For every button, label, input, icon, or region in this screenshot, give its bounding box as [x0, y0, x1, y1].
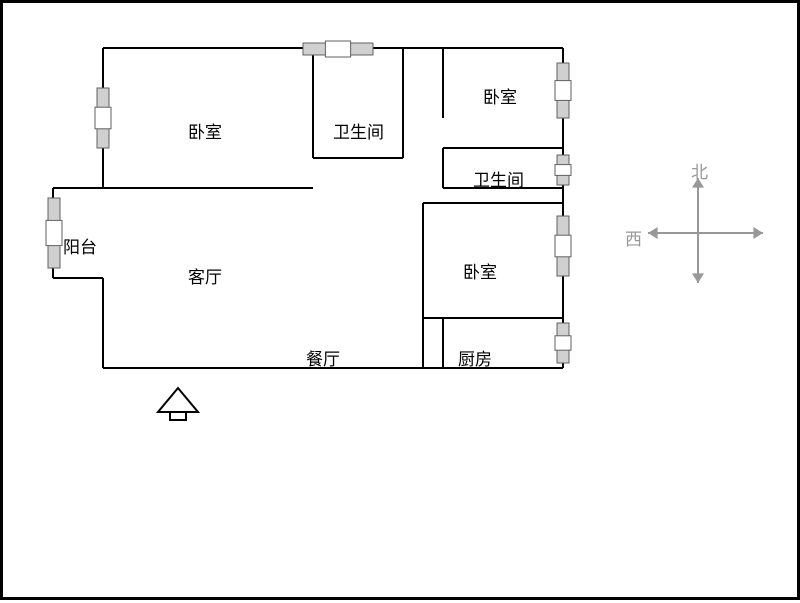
label-compass-north: 北 — [691, 158, 708, 183]
label-kitchen: 厨房 — [458, 345, 492, 370]
floorplan-canvas: 卧室 卫生间 卧室 卫生间 阳台 客厅 卧室 餐厅 厨房 北 西 — [0, 0, 800, 600]
label-dining: 餐厅 — [306, 345, 340, 370]
label-bedroom-right: 卧室 — [463, 258, 497, 283]
label-bedroom-top-right: 卧室 — [483, 83, 517, 108]
floorplan-svg — [3, 3, 800, 603]
label-bathroom-mid: 卫生间 — [473, 166, 524, 191]
label-living-room: 客厅 — [188, 263, 222, 288]
label-bathroom-top: 卫生间 — [333, 118, 384, 143]
label-balcony: 阳台 — [63, 233, 97, 258]
label-bedroom-top-left: 卧室 — [188, 118, 222, 143]
label-compass-west: 西 — [625, 225, 642, 250]
